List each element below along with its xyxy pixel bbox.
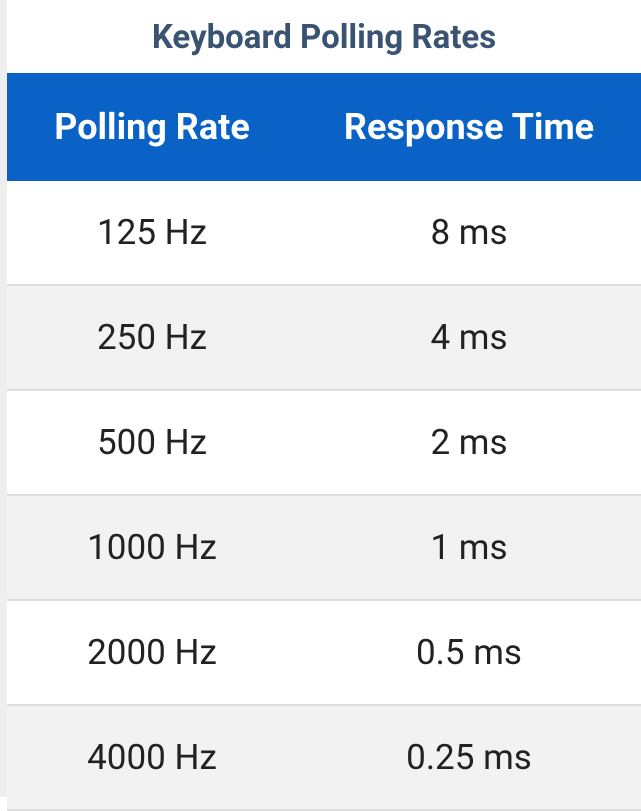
table-row: 1000 Hz 1 ms xyxy=(7,495,641,601)
header-cell: Response Time xyxy=(297,73,641,181)
table: Polling Rate Response Time 125 Hz 8 ms 250 … xyxy=(7,73,641,811)
table-cell: 2000 Hz xyxy=(7,600,297,706)
table-cell: 500 Hz xyxy=(7,390,297,496)
table-row: 250 Hz 4 ms xyxy=(7,285,641,391)
table-cell: 250 Hz xyxy=(7,285,297,391)
table-body: 125 Hz 8 ms 250 Hz 4 ms 500 Hz 2 ms 1000 Hz 1 m… xyxy=(7,181,641,811)
table-cell: 2 ms xyxy=(297,390,641,496)
table-cell: 1000 Hz xyxy=(7,495,297,601)
table-title: Keyboard Polling Rates xyxy=(151,18,497,57)
table-row: 125 Hz 8 ms xyxy=(7,181,641,286)
table-cell: 4 ms xyxy=(297,285,641,391)
left-edge xyxy=(0,0,7,797)
header-cell: Polling Rate xyxy=(7,73,297,181)
table-cell: 1 ms xyxy=(297,495,641,601)
table-cell: 4000 Hz xyxy=(7,705,297,811)
header-row: Polling Rate Response Time xyxy=(7,73,641,181)
table-row: 2000 Hz 0.5 ms xyxy=(7,600,641,706)
table-cell: 8 ms xyxy=(297,181,641,286)
table-cell: 0.25 ms xyxy=(297,705,641,811)
table-cell: 0.5 ms xyxy=(297,600,641,706)
table-cell: 125 Hz xyxy=(7,181,297,286)
table-row: 500 Hz 2 ms xyxy=(7,390,641,496)
table-row: 4000 Hz 0.25 ms xyxy=(7,705,641,811)
